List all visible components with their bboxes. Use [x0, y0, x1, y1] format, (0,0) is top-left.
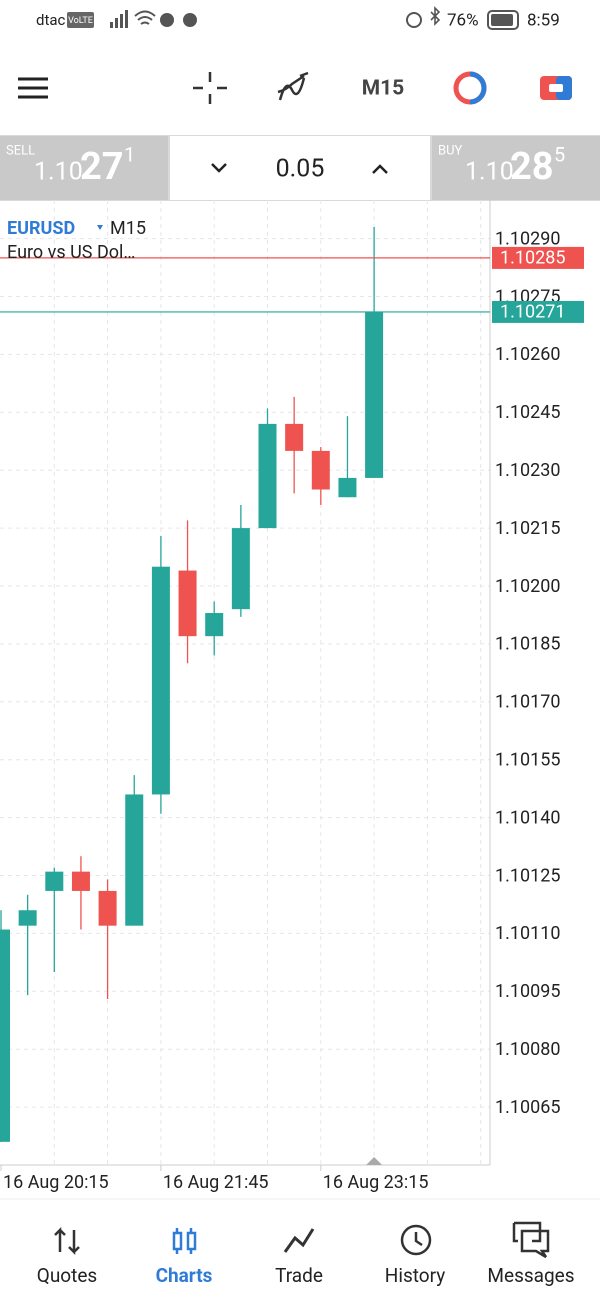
symbol-description: Euro vs US Dol… — [7, 242, 135, 263]
menu-button[interactable] — [18, 77, 48, 99]
candle-body — [151, 566, 170, 795]
chart: 1.102901.102751.102601.102451.102301.102… — [0, 200, 584, 1193]
symbol[interactable]: EURUSD — [7, 218, 75, 239]
nav-item[interactable]: Charts — [156, 1264, 213, 1287]
x-tick-label: 16 Aug 20:15 — [3, 1172, 109, 1193]
ask-label-box — [492, 246, 584, 269]
candle-body — [311, 450, 330, 490]
indicators-button[interactable] — [277, 71, 309, 101]
y-tick-label: 1.10290 — [495, 228, 560, 249]
nav-item[interactable]: Messages — [487, 1264, 574, 1287]
symbol-dropdown[interactable] — [97, 225, 103, 230]
nav-item[interactable]: History — [385, 1264, 445, 1287]
network-badge — [67, 12, 94, 28]
buy-prefix: 1.10 — [465, 158, 514, 187]
plot — [0, 227, 384, 1142]
y-tick-label: 1.10170 — [495, 692, 560, 713]
system-icons — [406, 6, 441, 28]
y-tick-label: 1.10155 — [495, 749, 560, 770]
volume-down[interactable] — [211, 163, 227, 173]
y-tick-label: 1.10260 — [495, 344, 560, 365]
trade-button[interactable] — [540, 76, 572, 100]
timeframe-button[interactable]: M15 — [362, 77, 404, 101]
sell-label: SELL — [6, 143, 35, 158]
status-bar: dtac VoLTE 76% 8:59 — [36, 6, 560, 30]
volume[interactable]: 0.05 — [276, 155, 325, 184]
candle-body — [231, 528, 250, 610]
objects-button[interactable] — [453, 71, 487, 105]
candle-body — [0, 929, 10, 1142]
y-tick-label: 1.10185 — [495, 634, 560, 655]
buy-button[interactable] — [432, 136, 600, 200]
sell-big: 27 — [80, 145, 124, 189]
y-tick-label: 1.10095 — [495, 981, 560, 1002]
buy-label: BUY — [438, 143, 463, 158]
candle-body — [71, 871, 90, 891]
bid-label-box — [492, 300, 584, 323]
candle-body — [18, 910, 37, 926]
battery-level — [491, 14, 513, 26]
candle-body — [365, 311, 384, 478]
bottom-nav: Quotes Charts Trade History Messages — [0, 1198, 600, 1287]
candle-body — [285, 423, 304, 451]
bid-label: 1.10271 — [500, 302, 565, 323]
candle-body — [178, 570, 197, 637]
y-tick-label: 1.10215 — [495, 518, 560, 539]
sell-button[interactable] — [0, 136, 168, 200]
x-tick-label: 16 Aug 23:15 — [323, 1172, 429, 1193]
y-tick-label: 1.10245 — [495, 402, 560, 423]
signal-icons — [110, 10, 197, 28]
candle-body — [125, 794, 144, 926]
x-tick-label: 16 Aug 21:45 — [163, 1172, 269, 1193]
y-tick-label: 1.10065 — [495, 1097, 560, 1118]
chart-timeframe: M15 — [110, 218, 146, 239]
nav-icons — [54, 1221, 550, 1259]
y-tick-label: 1.10140 — [495, 807, 560, 828]
trade-panel: SELL 1.10 27 1 0.05 BUY 1.10 28 5 — [0, 135, 600, 201]
clock: 8:59 — [527, 10, 560, 30]
nav-item[interactable]: Trade — [275, 1264, 323, 1287]
ask-label: 1.10285 — [500, 248, 565, 269]
candle-body — [338, 477, 357, 498]
buy-small: 5 — [554, 142, 565, 166]
volume-box — [170, 136, 430, 200]
crosshair-button[interactable] — [193, 72, 227, 104]
candle-body — [98, 890, 117, 926]
y-tick-label: 1.10200 — [495, 576, 560, 597]
y-tick-label: 1.10125 — [495, 865, 560, 886]
nav-item[interactable]: Quotes — [37, 1264, 97, 1287]
candle-body — [258, 423, 277, 529]
toolbar: M15 — [18, 71, 572, 105]
battery-percent: 76% — [447, 10, 479, 30]
candle-body — [45, 871, 64, 891]
y-tick-label: 1.10110 — [495, 923, 560, 944]
volume-up[interactable] — [372, 164, 388, 174]
sell-small: 1 — [124, 142, 135, 166]
y-tick-label: 1.10230 — [495, 460, 560, 481]
candle-body — [205, 613, 224, 637]
carrier: dtac — [36, 11, 66, 29]
buy-big: 28 — [510, 145, 554, 189]
current-bar-marker — [366, 1157, 383, 1165]
y-tick-label: 1.10080 — [495, 1039, 560, 1060]
battery-icon — [487, 10, 519, 30]
network: VoLTE — [68, 16, 93, 26]
sell-prefix: 1.10 — [34, 158, 83, 187]
